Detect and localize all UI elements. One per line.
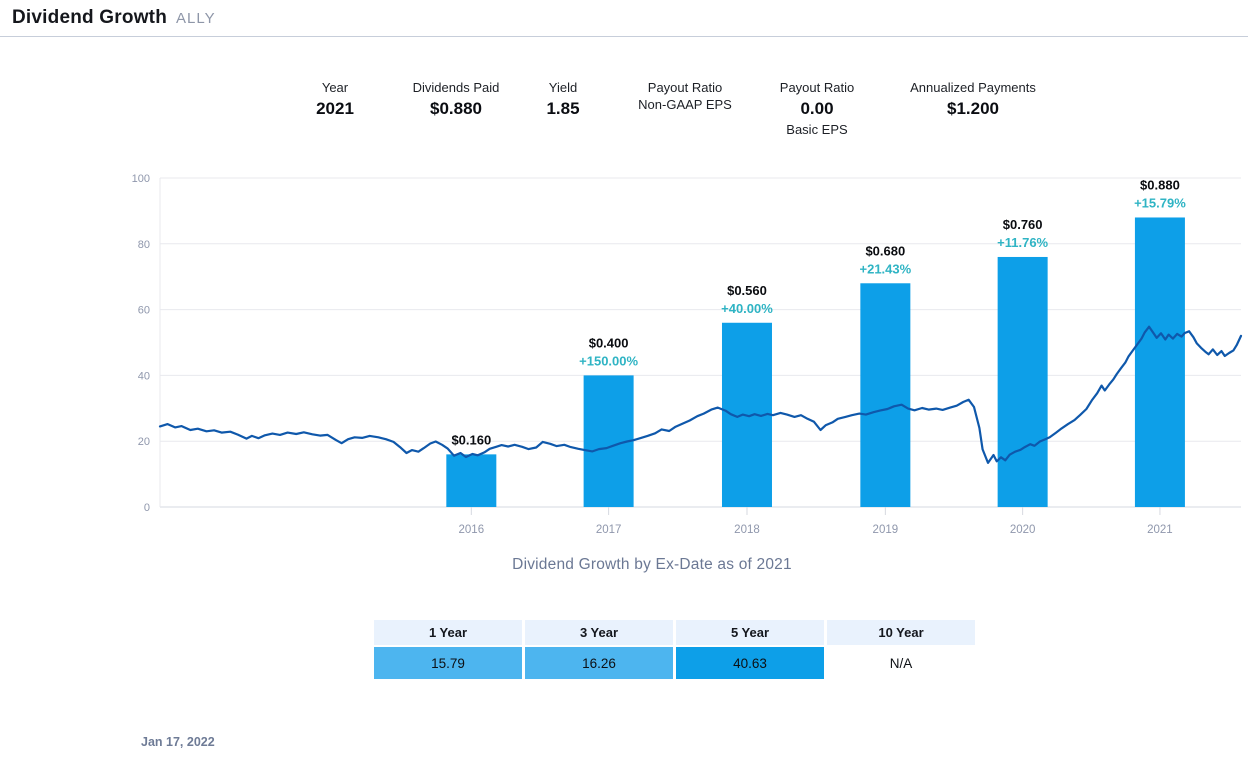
as-of-date: Jan 17, 2022 [141, 735, 215, 749]
bar-value-label: $0.160 [451, 432, 491, 447]
y-axis-label: 0 [144, 502, 150, 514]
stat-dividends-paid: Dividends Paid $0.880 [413, 79, 500, 119]
bar-growth-label: +40.00% [721, 301, 773, 316]
x-axis-label[interactable]: 2020 [1010, 524, 1036, 536]
x-axis-label[interactable]: 2017 [596, 524, 622, 536]
y-axis-label: 100 [132, 173, 150, 185]
growth-table-header: 1 Year [374, 620, 522, 645]
stat-value: 2021 [316, 99, 354, 118]
bar-growth-label: +150.00% [579, 353, 638, 368]
price-line [158, 325, 1243, 464]
title-bar: Dividend Growth ALLY [0, 0, 1248, 37]
growth-table-value: 15.79 [374, 647, 522, 679]
growth-rate-table: 1 Year 3 Year 5 Year 10 Year 15.79 16.26… [374, 620, 975, 679]
bar-growth-label: +15.79% [1134, 195, 1186, 210]
growth-table-header: 10 Year [827, 620, 975, 645]
bar-value-label: $0.880 [1140, 177, 1180, 192]
growth-table-header: 5 Year [676, 620, 824, 645]
stat-payout-ratio-nongaap: Payout Ratio Non-GAAP EPS [638, 79, 732, 113]
bar-value-label: $0.760 [1003, 217, 1043, 232]
bar-value-label: $0.560 [727, 283, 767, 298]
dividend-bar-2020[interactable] [997, 256, 1048, 507]
bar-growth-label: +21.43% [860, 261, 912, 276]
y-axis-label: 80 [138, 239, 150, 251]
stat-label: Payout Ratio [779, 80, 855, 95]
chart-caption: Dividend Growth by Ex-Date as of 2021 [512, 556, 792, 573]
page-title: Dividend Growth [12, 7, 167, 28]
growth-table-value: N/A [827, 647, 975, 679]
growth-table-value: 16.26 [525, 647, 673, 679]
stat-annualized-payments: Annualized Payments $1.200 [910, 79, 1036, 119]
dividend-bar-2021[interactable] [1134, 217, 1185, 508]
bar-value-label: $0.400 [589, 335, 629, 350]
y-axis-label: 20 [138, 436, 150, 448]
stat-label: Payout Ratio [647, 80, 723, 95]
stat-label: Yield [548, 80, 578, 95]
growth-table-value: 40.63 [676, 647, 824, 679]
dividend-bar-2016[interactable] [446, 454, 497, 507]
x-axis-label[interactable]: 2021 [1147, 524, 1173, 536]
growth-table-header: 3 Year [525, 620, 673, 645]
stat-value: 1.85 [546, 99, 580, 118]
stat-label: Year [321, 80, 349, 95]
dividend-growth-chart: 0 20 40 60 80 100 $0.160 2016 $0.400 +150.00% 2017… [132, 173, 1243, 536]
dividend-bar-2019[interactable] [860, 283, 911, 507]
ticker-symbol: ALLY [176, 9, 216, 27]
x-axis-label[interactable]: 2019 [873, 524, 899, 536]
bar-growth-label: +11.76% [997, 235, 1048, 250]
stat-value: 0.00 [800, 99, 834, 118]
stat-year: Year 2021 [316, 79, 354, 119]
stat-value: $0.880 [430, 99, 482, 118]
x-axis-label[interactable]: 2016 [459, 524, 485, 536]
stat-payout-ratio-basic: Payout Ratio 0.00 Basic EPS [780, 79, 854, 138]
stat-label-2: Non-GAAP EPS [638, 97, 732, 112]
stat-label: Dividends Paid [412, 80, 500, 95]
stat-yield: Yield 1.85 [546, 79, 579, 119]
x-axis-label[interactable]: 2018 [734, 524, 760, 536]
y-axis-label: 60 [138, 305, 150, 317]
bar-value-label: $0.680 [865, 243, 905, 258]
stat-value: $1.200 [947, 99, 999, 118]
stat-note: Basic EPS [786, 122, 848, 137]
stat-label: Annualized Payments [910, 80, 1036, 95]
y-axis-label: 40 [138, 370, 150, 382]
